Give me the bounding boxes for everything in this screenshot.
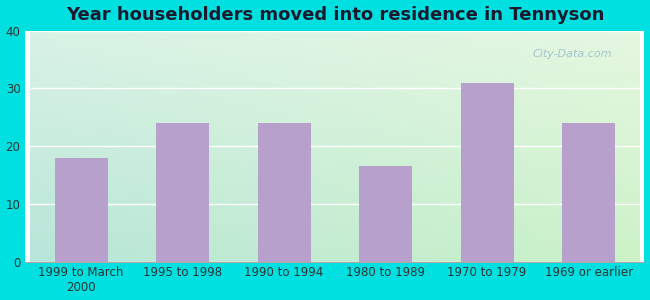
Bar [258, 123, 311, 262]
Bar [562, 123, 615, 262]
Bar [55, 158, 107, 262]
Bar [461, 82, 514, 262]
Text: City-Data.com: City-Data.com [533, 49, 612, 59]
Bar [156, 123, 209, 262]
Title: Year householders moved into residence in Tennyson: Year householders moved into residence i… [66, 6, 604, 24]
Bar [359, 166, 412, 262]
